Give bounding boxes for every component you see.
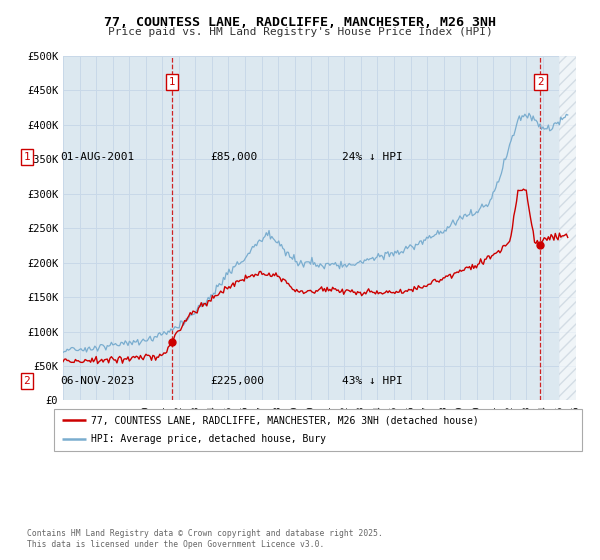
Text: 01-AUG-2001: 01-AUG-2001 [60,152,134,162]
Text: 1: 1 [23,152,31,162]
Text: 1: 1 [169,77,175,87]
Text: 43% ↓ HPI: 43% ↓ HPI [342,376,403,386]
Text: HPI: Average price, detached house, Bury: HPI: Average price, detached house, Bury [91,435,326,445]
Text: Contains HM Land Registry data © Crown copyright and database right 2025.
This d: Contains HM Land Registry data © Crown c… [27,529,383,549]
Text: 24% ↓ HPI: 24% ↓ HPI [342,152,403,162]
FancyBboxPatch shape [54,409,582,451]
Text: 2: 2 [537,77,544,87]
Bar [559,56,576,400]
Text: Price paid vs. HM Land Registry's House Price Index (HPI): Price paid vs. HM Land Registry's House … [107,27,493,37]
Text: 2: 2 [23,376,31,386]
Text: £85,000: £85,000 [210,152,257,162]
Text: 77, COUNTESS LANE, RADCLIFFE, MANCHESTER, M26 3NH: 77, COUNTESS LANE, RADCLIFFE, MANCHESTER… [104,16,496,29]
Text: 06-NOV-2023: 06-NOV-2023 [60,376,134,386]
Text: £225,000: £225,000 [210,376,264,386]
Text: 77, COUNTESS LANE, RADCLIFFE, MANCHESTER, M26 3NH (detached house): 77, COUNTESS LANE, RADCLIFFE, MANCHESTER… [91,415,479,425]
